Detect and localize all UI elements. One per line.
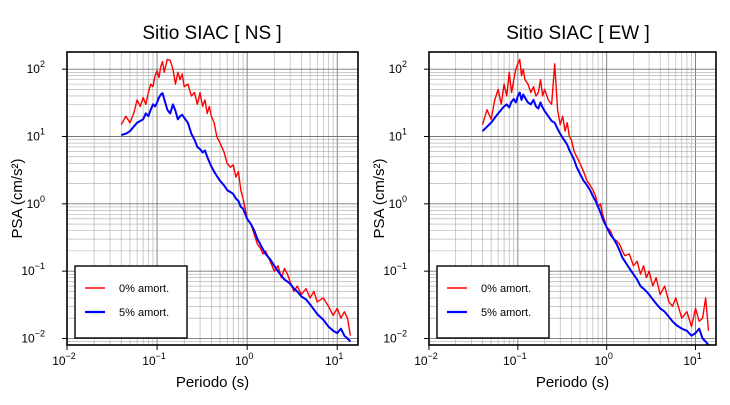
y-tick-label: 10−1: [383, 261, 407, 278]
x-tick-label: 101: [683, 351, 701, 368]
y-tick-label: 101: [27, 127, 45, 144]
plot-frame: [66, 51, 359, 346]
legend-box: [436, 265, 550, 339]
x-axis-label: Periodo (s): [536, 374, 609, 391]
x-tick-label: 101: [325, 351, 343, 368]
x-tick-label: 10−2: [52, 351, 76, 368]
y-tick-label: 100: [27, 194, 45, 211]
legend: 0% amort. 5% amort.: [74, 265, 188, 339]
series-line-undamped: [120, 58, 352, 336]
y-tick-label: 10−2: [21, 328, 45, 345]
y-tick-label: 100: [389, 194, 407, 211]
y-tick-label: 10−1: [21, 261, 45, 278]
legend: 0% amort. 5% amort.: [436, 265, 550, 339]
series-line-damped: [481, 91, 710, 346]
plot-frame: [428, 51, 717, 346]
x-tick-label: 100: [594, 351, 612, 368]
x-tick-label: 100: [235, 351, 253, 368]
chart-panel-1: 10−2 10−1 100 101 10−2 10−1 100 101 102 Sitio SIA…: [9, 23, 359, 391]
legend-box: [74, 265, 188, 339]
x-tick-label: 10−1: [503, 351, 527, 368]
series-line-damped: [120, 92, 352, 343]
y-tick-label: 102: [389, 59, 407, 76]
x-tick-label: 10−2: [414, 351, 438, 368]
y-axis-label: PSA (cm/s²): [9, 158, 26, 238]
chart-title: Sitio SIAC [ EW ]: [506, 23, 650, 44]
legend-label: 0% amort.: [481, 283, 531, 295]
x-tick-label: 10−1: [142, 351, 166, 368]
chart-panel-2: 10−2 10−1 100 101 10−2 10−1 100 101 102 Sitio SIA…: [371, 23, 717, 391]
y-tick-label: 101: [389, 127, 407, 144]
series-line-undamped: [481, 58, 710, 331]
legend-label: 5% amort.: [119, 307, 169, 319]
chart-title: Sitio SIAC [ NS ]: [142, 23, 281, 44]
legend-label: 0% amort.: [119, 283, 169, 295]
x-axis-label: Periodo (s): [176, 374, 249, 391]
legend-label: 5% amort.: [481, 307, 531, 319]
y-axis-label: PSA (cm/s²): [371, 158, 388, 238]
y-tick-label: 10−2: [383, 328, 407, 345]
y-tick-label: 102: [27, 59, 45, 76]
